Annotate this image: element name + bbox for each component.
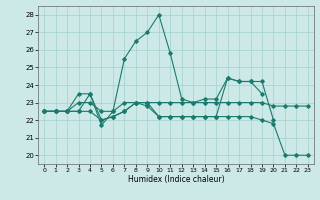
X-axis label: Humidex (Indice chaleur): Humidex (Indice chaleur): [128, 175, 224, 184]
